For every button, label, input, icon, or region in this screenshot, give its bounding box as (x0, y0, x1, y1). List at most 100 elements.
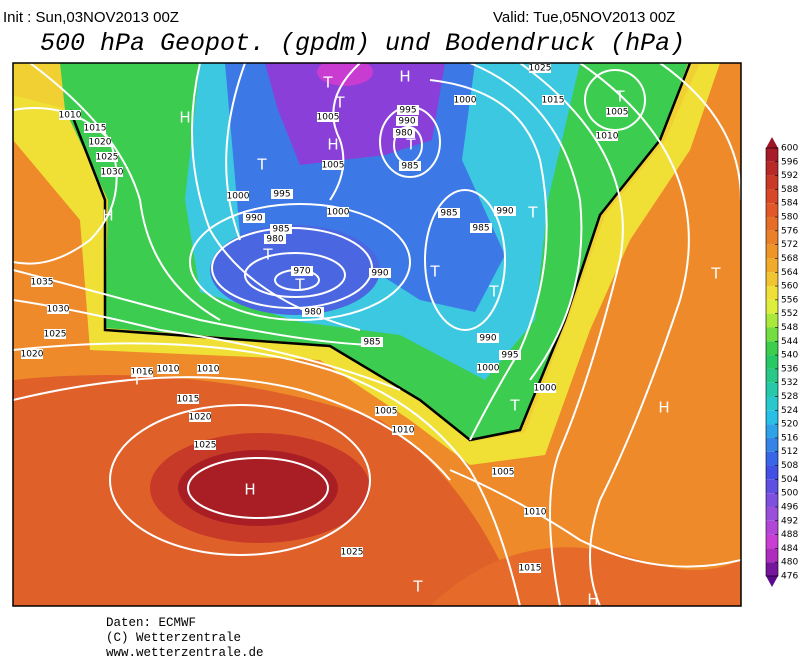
label-bg (477, 333, 499, 343)
colorbar-label: 580 (781, 213, 798, 223)
label-bg (399, 161, 421, 171)
pressure-label: 1005 (317, 113, 340, 123)
label-bg (21, 349, 43, 359)
pressure-label: 980 (266, 235, 283, 245)
pressure-center: T (509, 397, 520, 415)
pressure-label: 1010 (157, 365, 180, 375)
init-time: Init : Sun,03NOV2013 00Z (3, 9, 179, 26)
label-bg (101, 167, 123, 177)
label-bg (397, 105, 419, 115)
map-area: 1010101510201025103010051005995990980985… (13, 63, 741, 607)
pressure-label: 1010 (524, 508, 547, 518)
colorbar-label: 480 (781, 558, 798, 568)
label-bg (499, 350, 521, 360)
pressure-label: 1025 (341, 548, 364, 558)
label-bg (596, 131, 618, 141)
colorbar-label: 500 (781, 489, 798, 499)
pressure-label: 1000 (327, 208, 350, 218)
colorbar-label: 488 (781, 530, 798, 540)
pressure-center: T (334, 94, 345, 112)
label-bg (341, 547, 363, 557)
label-bg (227, 191, 249, 201)
pressure-label: 1030 (101, 168, 124, 178)
pressure-label: 1015 (542, 96, 565, 106)
map-frame (12, 62, 742, 607)
pressure-center: T (262, 246, 273, 264)
label-bg (519, 563, 541, 573)
colorbar-label: 476 (781, 572, 798, 582)
label-bg (131, 367, 153, 377)
colorbar-label: 588 (781, 185, 798, 195)
colorbar-label: 504 (781, 475, 798, 485)
label-bg (477, 363, 499, 373)
footer-copyright: (C) Wetterzentrale (106, 631, 241, 645)
label-bg (494, 206, 516, 216)
colorbar-label: 540 (781, 351, 798, 361)
pressure-label: 980 (304, 308, 321, 318)
colorbar-box (766, 368, 778, 383)
pressure-label: 1010 (59, 111, 82, 121)
colorbar-box (766, 286, 778, 300)
colorbar-label: 544 (781, 337, 798, 347)
pressure-label: 990 (245, 214, 262, 224)
colorbar-box (766, 161, 778, 176)
pressure-label: 1020 (89, 138, 112, 148)
label-bg (270, 224, 292, 234)
colorbar-label: 536 (781, 364, 798, 374)
colorbar-label: 484 (781, 544, 798, 554)
colorbar-box (766, 175, 778, 190)
pressure-label: 1005 (322, 161, 345, 171)
pressure-label: 1025 (44, 330, 67, 340)
colorbar-box (766, 189, 778, 204)
pressure-label: 1010 (596, 132, 619, 142)
colorbar-box (766, 355, 778, 369)
pressure-label: 1005 (492, 468, 515, 478)
label-bg (606, 107, 628, 117)
label-bg (264, 234, 286, 244)
label-bg (197, 364, 219, 374)
footer-source: Daten: ECMWF (106, 616, 196, 630)
pressure-label: 1015 (177, 395, 200, 405)
colorbar-label: 560 (781, 282, 798, 292)
colorbar-label: 516 (781, 433, 798, 443)
pressure-center: T (710, 265, 721, 283)
pressure-label: 1025 (529, 64, 552, 74)
pressure-center: T (322, 74, 333, 92)
label-bg (157, 364, 179, 374)
label-bg (361, 337, 383, 347)
pressure-center: T (614, 88, 625, 106)
label-bg (291, 266, 313, 276)
colorbar-label: 528 (781, 392, 798, 402)
label-bg (470, 223, 492, 233)
label-bg (492, 467, 514, 477)
pressure-label: 1025 (96, 153, 119, 163)
pressure-label: 985 (363, 338, 380, 348)
label-bg (322, 160, 344, 170)
pressure-center: T (294, 276, 305, 294)
colorbar-label: 568 (781, 254, 798, 264)
pressure-label: 1005 (606, 108, 629, 118)
colorbar-label: 600 (781, 144, 798, 154)
colorbar-box (766, 258, 778, 273)
colorbar-label: 496 (781, 502, 798, 512)
label-bg (243, 213, 265, 223)
pressure-label: 1035 (31, 278, 54, 288)
colorbar-top-arrow (766, 137, 778, 148)
label-bg (393, 128, 415, 138)
pressure-label: 1000 (477, 364, 500, 374)
label-bg (392, 425, 414, 435)
valid-time: Valid: Tue,05NOV2013 00Z (493, 9, 675, 26)
pressure-label: 1010 (392, 426, 415, 436)
colorbar-box (766, 272, 778, 287)
colorbar-box (766, 382, 778, 397)
label-bg (369, 268, 391, 278)
colorbar-label: 512 (781, 447, 798, 457)
colorbar-label: 572 (781, 240, 798, 250)
colorbar-label: 524 (781, 406, 798, 416)
pressure-label: 985 (472, 224, 489, 234)
pressure-label: 990 (479, 334, 496, 344)
pressure-center: H (658, 399, 669, 417)
